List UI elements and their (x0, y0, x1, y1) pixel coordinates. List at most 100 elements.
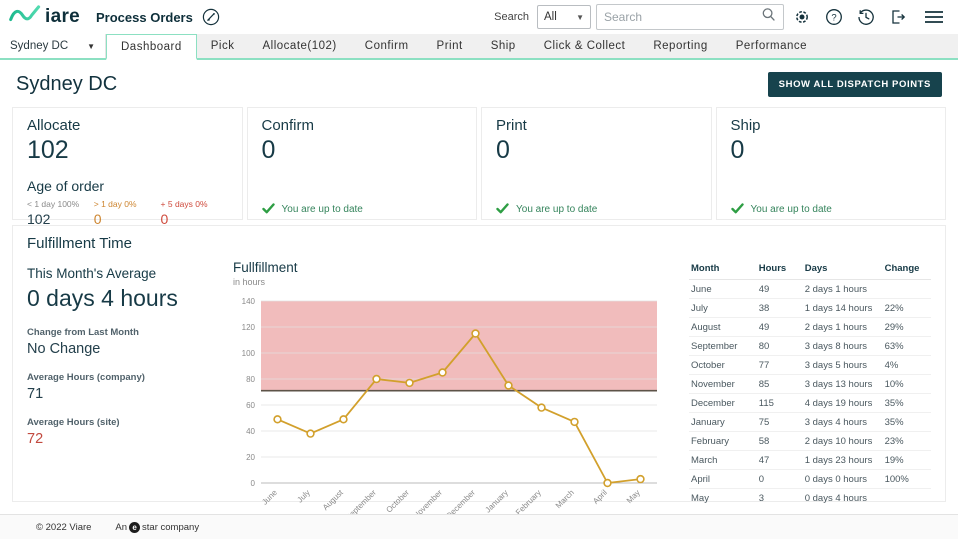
check-icon (261, 201, 275, 219)
svg-text:August: August (321, 488, 346, 513)
table-row: August 49 2 days 1 hours 29% (689, 317, 931, 337)
average-hours-site-value: 72 (27, 431, 44, 447)
col-header-days: Days (802, 260, 883, 280)
cell-change: 100% (882, 469, 931, 489)
cell-change (883, 489, 931, 508)
cell-month: December (689, 393, 757, 413)
help-icon[interactable]: ? (820, 3, 848, 31)
settings-gear-icon[interactable] (788, 3, 816, 31)
cell-month: August (689, 317, 757, 337)
cell-days: 2 days 10 hours (802, 431, 883, 451)
check-icon (730, 201, 744, 219)
cell-month: September (689, 336, 757, 356)
cell-change: 35% (882, 393, 931, 413)
col-header-month: Month (689, 260, 757, 280)
card-title: Print (496, 117, 527, 134)
kpi-cards-row: Allocate 102 Age of order < 1 day 100% 1… (12, 107, 946, 227)
cell-hours: 80 (756, 336, 803, 356)
search-scope-select[interactable]: All ▼ (537, 5, 591, 29)
svg-text:60: 60 (246, 401, 255, 410)
cell-days: 3 days 8 hours (802, 336, 883, 356)
tab-dashboard[interactable]: Dashboard (106, 34, 197, 60)
status-row: You are up to date (496, 201, 697, 219)
section-title: Fulfillment Time (27, 235, 133, 252)
cell-days: 4 days 19 hours (802, 393, 883, 413)
svg-text:?: ? (831, 12, 836, 23)
table-row: October 77 3 days 5 hours 4% (689, 355, 931, 375)
tab-performance[interactable]: Performance (735, 40, 808, 52)
tab-print[interactable]: Print (436, 40, 463, 52)
cell-days: 1 days 23 hours (802, 450, 883, 470)
table-row: April 0 0 days 0 hours 100% (689, 469, 931, 489)
chart-subtitle: in hours (233, 277, 266, 287)
site-selector[interactable]: Sydney DC ▼ (0, 34, 106, 58)
cell-month: November (689, 374, 757, 394)
cell-month: June (689, 279, 757, 299)
page-head: Sydney DC SHOW ALL DISPATCH POINTS (12, 60, 946, 107)
confirm-card: Confirm 0 You are up to date (246, 107, 477, 220)
ship-card: Ship 0 You are up to date (715, 107, 946, 220)
cell-days: 1 days 14 hours (802, 298, 883, 318)
cell-change: 10% (882, 374, 931, 394)
search-input[interactable] (604, 10, 761, 24)
cell-hours: 85 (756, 374, 803, 394)
fulfillment-table: Month Hours Days Change June 49 2 days 1 h… (689, 260, 931, 507)
cell-month: February (689, 431, 757, 451)
site-selector-value: Sydney DC (10, 40, 69, 52)
card-title: Allocate (27, 117, 81, 134)
status-row: You are up to date (730, 201, 932, 219)
search-icon[interactable] (761, 7, 776, 27)
cell-hours: 47 (756, 450, 803, 470)
print-card: Print 0 You are up to date (481, 107, 712, 220)
svg-text:July: July (295, 488, 311, 504)
cell-change: 22% (882, 298, 931, 318)
change-from-last-month-label: Change from Last Month (27, 327, 139, 338)
show-all-dispatch-points-button[interactable]: SHOW ALL DISPATCH POINTS (767, 72, 942, 97)
tab-click-collect[interactable]: Click & Collect (543, 40, 626, 52)
svg-text:June: June (260, 488, 279, 507)
cell-month: January (689, 412, 757, 432)
cell-hours: 58 (756, 431, 803, 451)
cell-days: 2 days 1 hours (802, 279, 883, 299)
cell-change: 29% (882, 317, 931, 337)
tab-confirm[interactable]: Confirm (364, 40, 409, 52)
age-bucket-over-5-days: + 5 days 0% 0 (160, 198, 208, 227)
svg-text:April: April (591, 488, 609, 506)
table-row: December 115 4 days 19 hours 35% (689, 393, 931, 413)
change-from-last-month-value: No Change (27, 341, 101, 357)
edit-icon[interactable] (202, 8, 220, 26)
tab-allocate-102[interactable]: Allocate(102) (262, 40, 337, 52)
check-icon (496, 201, 509, 219)
tab-reporting[interactable]: Reporting (653, 40, 708, 52)
cell-days: 0 days 0 hours (802, 469, 883, 489)
cell-month: October (689, 355, 757, 375)
age-bucket-under-1-day: < 1 day 100% 102 (27, 198, 80, 227)
history-icon[interactable] (852, 3, 880, 31)
average-hours-company-label: Average Hours (company) (27, 372, 145, 383)
card-count: 0 (261, 136, 276, 164)
table-row: July 38 1 days 14 hours 22% (689, 298, 931, 318)
svg-text:October: October (384, 488, 411, 515)
allocate-card: Allocate 102 Age of order < 1 day 100% 1… (12, 107, 243, 227)
status-text: You are up to date (750, 204, 832, 215)
brand-logo[interactable]: iare (8, 4, 80, 31)
cell-days: 2 days 1 hours (802, 317, 883, 337)
table-row: March 47 1 days 23 hours 19% (689, 450, 931, 470)
logout-icon[interactable] (884, 3, 912, 31)
table-row: September 80 3 days 8 hours 63% (689, 336, 931, 356)
cell-change: 4% (882, 355, 931, 375)
cell-change: 23% (882, 431, 931, 451)
tab-ship[interactable]: Ship (490, 40, 516, 52)
this-month-average-value: 0 days 4 hours (27, 285, 178, 311)
tab-pick[interactable]: Pick (210, 40, 235, 52)
col-header-change: Change (882, 260, 931, 280)
fulfillment-chart: 0 20 40 60 80 100 120 140 June July August Septembe… (233, 287, 681, 534)
estar-logo-icon: e (129, 521, 141, 533)
age-of-order-buckets: < 1 day 100% 102 > 1 day 0% 0 + 5 days 0… (27, 199, 228, 227)
menu-hamburger-icon[interactable] (920, 3, 948, 31)
table-row: February 58 2 days 10 hours 23% (689, 431, 931, 451)
product-title: Process Orders (96, 9, 193, 25)
fulfillment-time-section: Fulfillment Time This Month's Average 0 … (12, 225, 946, 539)
table-row: January 75 3 days 4 hours 35% (689, 412, 931, 432)
fulfillment-chart-area: Fullfillment in hours 0 20 40 60 80 100 120 140… (233, 260, 681, 539)
